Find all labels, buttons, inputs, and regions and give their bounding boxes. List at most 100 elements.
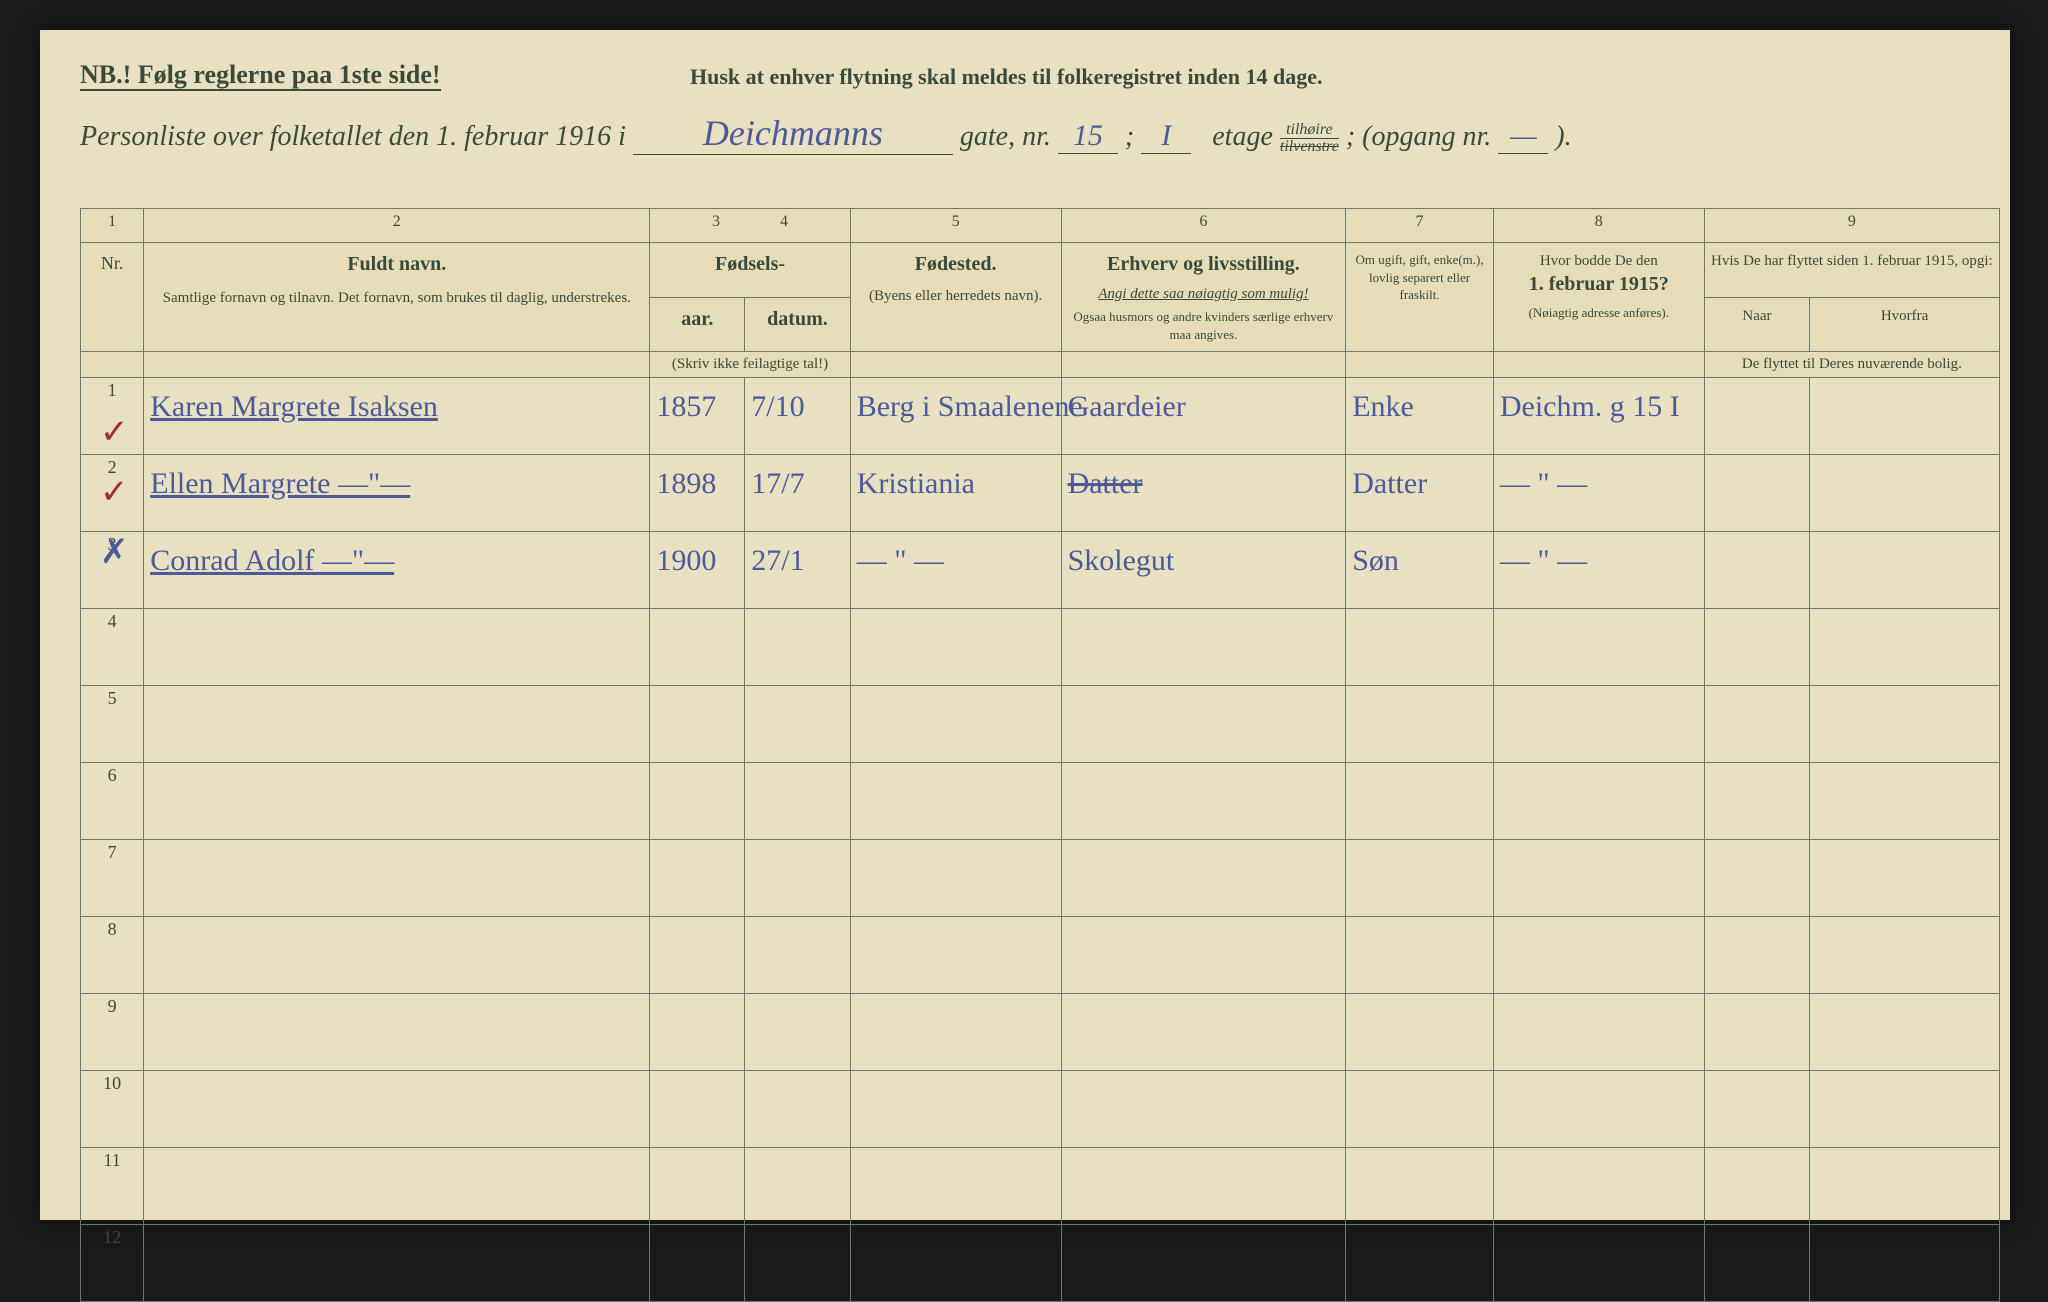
cell-marital: [1346, 917, 1494, 994]
coln-7: 7: [1346, 209, 1494, 243]
personliste-line: Personliste over folketallet den 1. febr…: [80, 112, 1970, 162]
hdr-erhverv-t: Erhverv og livsstilling.: [1068, 251, 1340, 278]
cell-name: [144, 1148, 650, 1225]
cell-name: Karen Margrete Isaksen: [144, 378, 650, 455]
cell-1915: [1493, 763, 1704, 840]
cell-year: 1857: [650, 378, 745, 455]
hdr-marital: Om ugift, gift, enke(m.), lovlig separer…: [1346, 243, 1494, 352]
cell-1915: — " —: [1493, 455, 1704, 532]
cell-1915: [1493, 609, 1704, 686]
cell-place: [850, 994, 1061, 1071]
cell-year: 1900: [650, 532, 745, 609]
cell-1915: [1493, 994, 1704, 1071]
cell-wherefrom: [1810, 1071, 2000, 1148]
hdr-fodested: Fødested. (Byens eller herredets navn).: [850, 243, 1061, 352]
etage-bottom: tilvenstre: [1280, 139, 1339, 155]
cell-year: [650, 1148, 745, 1225]
table-row: 8: [81, 917, 2000, 994]
table-row: 7: [81, 840, 2000, 917]
cell-name: [144, 917, 650, 994]
cell-name: Ellen Margrete —"—: [144, 455, 650, 532]
table-header: 1 2 3 4 5 6 7 8 9 Nr. Fuldt navn. Samtl: [81, 209, 2000, 378]
coln-1: 1: [81, 209, 144, 243]
coln-8: 8: [1493, 209, 1704, 243]
coln-2: 2: [144, 209, 650, 243]
table-row: 11: [81, 1148, 2000, 1225]
cell-wherefrom: [1810, 378, 2000, 455]
cell-occupation: [1061, 609, 1346, 686]
cell-1915: [1493, 917, 1704, 994]
row-number: 4: [81, 609, 144, 686]
hdr-name-title: Fuldt navn.: [150, 251, 643, 278]
coln-6: 6: [1061, 209, 1346, 243]
cell-when: [1704, 686, 1809, 763]
cell-place: Kristiania: [850, 455, 1061, 532]
cell-marital: [1346, 1071, 1494, 1148]
row-number: 5: [81, 686, 144, 763]
cell-occupation: Gaardeier: [1061, 378, 1346, 455]
cell-when: [1704, 1071, 1809, 1148]
cell-year: [650, 609, 745, 686]
etage-fraction: tilhøire tilvenstre: [1280, 122, 1339, 155]
cell-1915: [1493, 840, 1704, 917]
cell-occupation: [1061, 1148, 1346, 1225]
cell-marital: Enke: [1346, 378, 1494, 455]
cell-place: [850, 1148, 1061, 1225]
table-body: 1Karen Margrete Isaksen18577/10Berg i Sm…: [81, 378, 2000, 1302]
cell-wherefrom: [1810, 994, 2000, 1071]
table-row: 6: [81, 763, 2000, 840]
cell-occupation: [1061, 686, 1346, 763]
coln-5: 5: [850, 209, 1061, 243]
coln-9: 9: [1704, 209, 1999, 243]
hdr-fodsels: Fødsels-: [650, 243, 850, 298]
cell-when: [1704, 1148, 1809, 1225]
hdr-name-sub: Samtlige fornavn og tilnavn. Det fornavn…: [150, 288, 643, 308]
table-row: 2Ellen Margrete —"—189817/7KristianiaDat…: [81, 455, 2000, 532]
row-number: 6: [81, 763, 144, 840]
personliste-prefix: Personliste over folketallet den 1. febr…: [80, 121, 633, 152]
cell-year: [650, 917, 745, 994]
hdr-erhverv-s2: Ogsaa husmors og andre kvinders særlige …: [1068, 308, 1340, 343]
cell-name: [144, 994, 650, 1071]
cell-when: [1704, 609, 1809, 686]
cell-marital: Datter: [1346, 455, 1494, 532]
cell-year: [650, 840, 745, 917]
cell-date: [745, 917, 850, 994]
cell-wherefrom: [1810, 840, 2000, 917]
cell-date: 27/1: [745, 532, 850, 609]
row-number: 10: [81, 1071, 144, 1148]
street-no-hw: 15: [1058, 119, 1118, 154]
cell-date: [745, 1225, 850, 1302]
cell-year: [650, 994, 745, 1071]
cell-1915: [1493, 1148, 1704, 1225]
cell-occupation: [1061, 840, 1346, 917]
hdr-9b: Hvorfra: [1810, 297, 2000, 352]
cell-date: 17/7: [745, 455, 850, 532]
cell-when: [1704, 1225, 1809, 1302]
cell-occupation: Datter: [1061, 455, 1346, 532]
husk-text: Husk at enhver flytning skal meldes til …: [690, 64, 1323, 90]
opgang-hw: —: [1498, 119, 1548, 154]
cell-wherefrom: [1810, 917, 2000, 994]
opgang-close: ).: [1555, 121, 1571, 152]
row-number: 3: [81, 532, 144, 609]
cell-marital: [1346, 763, 1494, 840]
colnum-row: 1 2 3 4 5 6 7 8 9: [81, 209, 2000, 243]
cell-year: [650, 763, 745, 840]
table-row: 12: [81, 1225, 2000, 1302]
cell-marital: [1346, 1225, 1494, 1302]
cell-place: [850, 917, 1061, 994]
cell-when: [1704, 455, 1809, 532]
hdr-name: Fuldt navn. Samtlige fornavn og tilnavn.…: [144, 243, 650, 352]
hdr-col9-sub: De flyttet til Deres nuværende bolig.: [1704, 352, 1999, 378]
sub-row: (Skriv ikke feilagtige tal!) De flyttet …: [81, 352, 2000, 378]
cell-marital: [1346, 609, 1494, 686]
cell-place: [850, 686, 1061, 763]
cell-wherefrom: [1810, 1148, 2000, 1225]
cell-when: [1704, 532, 1809, 609]
etage-label: etage: [1212, 121, 1273, 152]
hdr-erhverv-s1: Angi dette saa nøiagtig som mulig!: [1068, 284, 1340, 304]
cell-1915: [1493, 686, 1704, 763]
table-row: 3Conrad Adolf —"—190027/1— " —SkolegutSø…: [81, 532, 2000, 609]
header-row-1: Nr. Fuldt navn. Samtlige fornavn og tiln…: [81, 243, 2000, 298]
